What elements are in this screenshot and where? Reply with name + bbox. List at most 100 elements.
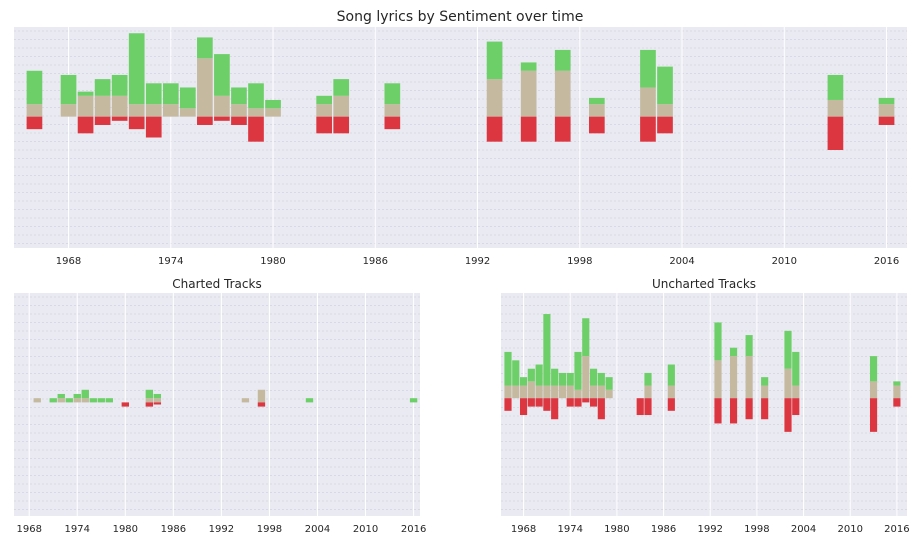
x-tick-label: 1986 xyxy=(651,524,676,535)
bar-positive xyxy=(111,74,128,96)
bar-positive xyxy=(574,351,582,390)
bar-positive xyxy=(153,393,162,399)
bar-positive xyxy=(588,97,605,105)
x-tick-label: 2004 xyxy=(669,256,694,267)
bar-negative xyxy=(145,116,162,138)
bar-positive xyxy=(878,97,895,105)
bar-neutral xyxy=(145,398,154,403)
bar-neutral xyxy=(588,104,605,117)
x-tick-label: 1974 xyxy=(65,524,90,535)
bar-neutral xyxy=(316,104,333,117)
bar-positive xyxy=(519,377,528,386)
bar-negative xyxy=(893,398,901,407)
bar-neutral xyxy=(512,385,520,399)
bar-negative xyxy=(784,398,792,432)
bar-negative xyxy=(26,116,43,130)
bar-negative xyxy=(77,116,94,134)
bar-neutral xyxy=(784,368,792,399)
bar-neutral xyxy=(333,95,350,117)
bar-positive xyxy=(316,95,333,105)
bar-positive xyxy=(745,335,753,357)
bar-neutral xyxy=(543,385,551,399)
bar-neutral xyxy=(605,389,613,399)
bar-neutral xyxy=(231,104,247,117)
x-tick-label: 1992 xyxy=(697,524,722,535)
bar-neutral xyxy=(761,385,769,399)
x-tick-label: 1968 xyxy=(511,524,536,535)
bar-positive xyxy=(657,66,673,105)
bar-negative xyxy=(657,116,673,134)
bar-negative xyxy=(527,398,535,407)
bar-neutral xyxy=(111,95,128,117)
bar-neutral xyxy=(33,398,41,403)
bar-neutral xyxy=(714,360,722,399)
bar-negative xyxy=(519,398,528,416)
bar-positive xyxy=(784,330,792,369)
bar-positive xyxy=(551,368,559,386)
bar-negative xyxy=(543,398,551,411)
x-tick-label: 1980 xyxy=(604,524,629,535)
x-tick-label: 1974 xyxy=(557,524,582,535)
bar-positive xyxy=(729,347,738,357)
x-tick-label: 1980 xyxy=(113,524,138,535)
bar-negative xyxy=(145,402,154,407)
bar-negative xyxy=(486,116,503,142)
bar-neutral xyxy=(535,385,543,399)
bar-positive xyxy=(333,79,350,96)
bar-neutral xyxy=(597,385,605,399)
x-tick-label: 2010 xyxy=(353,524,378,535)
bar-positive xyxy=(409,398,418,403)
bar-neutral xyxy=(197,58,213,117)
bar-positive xyxy=(535,364,543,386)
bar-positive xyxy=(231,87,247,105)
x-tick-label: 1998 xyxy=(744,524,769,535)
bar-neutral xyxy=(667,385,675,399)
bar-negative xyxy=(551,398,559,420)
bar-negative xyxy=(121,402,129,407)
bar-negative xyxy=(667,398,675,411)
panel-uncharted: 1968 1974 1980 1986 1992 1998 2004 2010 2016 xyxy=(501,293,910,535)
bar-positive xyxy=(504,351,512,386)
bar-negative xyxy=(128,116,145,130)
bar-negative xyxy=(827,116,844,151)
bar-neutral xyxy=(589,385,598,399)
bar-neutral xyxy=(257,389,266,403)
bar-negative xyxy=(729,398,738,424)
bar-positive xyxy=(128,33,145,105)
bar-neutral xyxy=(640,87,656,117)
x-tick-label: 1998 xyxy=(567,256,592,267)
bar-neutral xyxy=(265,108,281,117)
bar-neutral xyxy=(248,108,264,117)
bar-neutral xyxy=(644,385,652,399)
bar-positive xyxy=(558,372,567,386)
bar-negative xyxy=(792,398,800,416)
bar-positive xyxy=(73,393,81,399)
bar-positive xyxy=(60,74,77,105)
bar-neutral xyxy=(94,95,111,117)
bar-positive xyxy=(105,398,113,403)
bar-neutral xyxy=(57,398,65,403)
bar-negative xyxy=(582,398,590,403)
bar-positive xyxy=(305,398,314,403)
bar-positive xyxy=(97,398,105,403)
bar-positive xyxy=(94,79,111,96)
panel-top: 1968 1974 1980 1986 1992 1998 2004 2010 2016 xyxy=(14,27,907,267)
bar-negative xyxy=(316,116,333,134)
bar-positive xyxy=(792,351,800,386)
bar-positive xyxy=(714,322,722,361)
bar-neutral xyxy=(554,70,571,117)
bar-positive xyxy=(667,364,675,386)
bar-neutral xyxy=(729,356,738,399)
bar-neutral xyxy=(893,385,901,399)
bar-neutral xyxy=(869,381,878,399)
bar-neutral xyxy=(657,104,673,117)
bar-negative xyxy=(94,116,111,125)
x-tick-label: 1968 xyxy=(16,524,41,535)
x-tick-label: 1992 xyxy=(209,524,234,535)
x-tick-label: 1998 xyxy=(257,524,282,535)
bar-negative xyxy=(588,116,605,134)
bar-neutral xyxy=(827,99,844,117)
x-tick-label: 2004 xyxy=(791,524,816,535)
x-tick-label: 2010 xyxy=(837,524,862,535)
bar-positive xyxy=(597,372,605,386)
